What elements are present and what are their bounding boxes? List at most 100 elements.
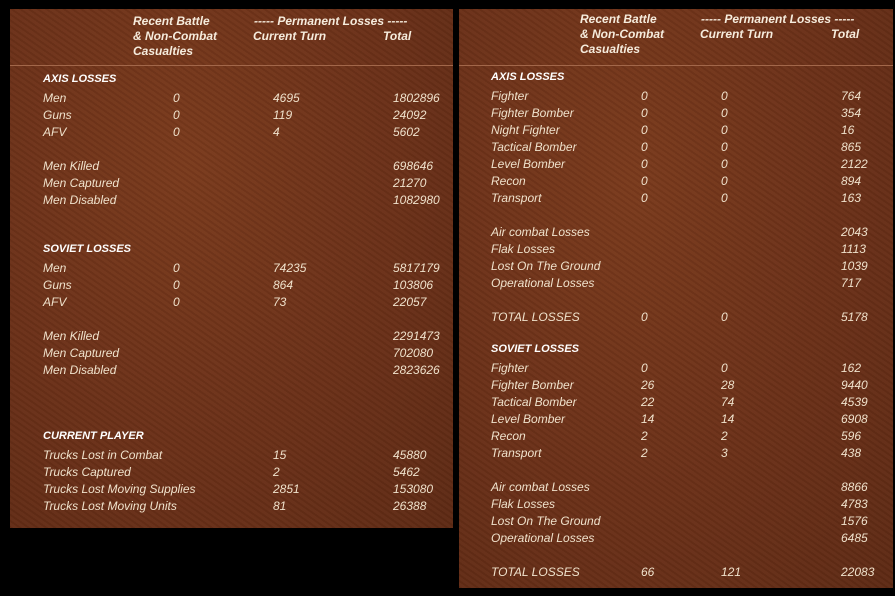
cell-total: 2043 <box>841 225 868 239</box>
cell-label: Transport <box>491 191 542 205</box>
recent-battle-header: Recent Battle & Non-Combat Casualties <box>580 12 664 56</box>
cell-total: 162 <box>841 361 862 375</box>
cell-turn: 4 <box>273 125 280 139</box>
table-row: Level Bomber 0 0 2122 <box>459 156 893 173</box>
air-losses-panel: Recent Battle & Non-Combat Casualties --… <box>459 9 893 588</box>
table-row: Night Fighter 0 0 16 <box>459 122 893 139</box>
cell-total: 5817179 <box>393 261 440 275</box>
cell-label: Level Bomber <box>491 412 566 426</box>
cell-recent: 0 <box>641 106 648 120</box>
cell-label: Trucks Lost Moving Units <box>43 499 177 513</box>
cell-label: Men Captured <box>43 176 120 190</box>
cell-label: Air combat Losses <box>491 225 590 239</box>
cell-total: 2291473 <box>393 329 440 343</box>
cell-total: 45880 <box>393 448 427 462</box>
cell-label: Men Disabled <box>43 193 117 207</box>
cell-total: 1039 <box>841 259 868 273</box>
cell-label: Men <box>43 91 67 105</box>
cell-turn: 2 <box>273 465 280 479</box>
cell-recent: 14 <box>641 412 655 426</box>
cell-recent: 0 <box>641 89 648 103</box>
cell-total: 8866 <box>841 480 868 494</box>
table-row: AFV 0 4 5602 <box>10 124 453 141</box>
table-row: Men 0 4695 1802896 <box>10 90 453 107</box>
table-row: Trucks Lost Moving Units 81 26388 <box>10 498 453 515</box>
cell-recent: 0 <box>641 191 648 205</box>
table-row: Trucks Lost Moving Supplies 2851 153080 <box>10 481 453 498</box>
table-row: Men 0 74235 5817179 <box>10 260 453 277</box>
cell-turn: 74 <box>721 395 735 409</box>
total-header: Total <box>383 29 412 43</box>
table-row: TOTAL LOSSES 66 121 22083 <box>459 564 893 581</box>
header-divider <box>10 65 453 66</box>
cell-total: 103806 <box>393 278 434 292</box>
cell-total: 6485 <box>841 531 868 545</box>
cell-turn: 0 <box>721 361 728 375</box>
cell-total: 698646 <box>393 159 434 173</box>
table-row: Flak Losses 1113 <box>459 241 893 258</box>
cell-total: 438 <box>841 446 862 460</box>
cell-label: Night Fighter <box>491 123 560 137</box>
cell-total: 1576 <box>841 514 868 528</box>
current-player-title: CURRENT PLAYER <box>43 430 144 442</box>
table-row: Fighter Bomber 0 0 354 <box>459 105 893 122</box>
cell-turn: 2851 <box>273 482 300 496</box>
cell-total: 865 <box>841 140 862 154</box>
table-row: Guns 0 119 24092 <box>10 107 453 124</box>
cell-total: 764 <box>841 89 862 103</box>
cell-total: 894 <box>841 174 862 188</box>
cell-total: 5178 <box>841 310 868 324</box>
cell-turn: 0 <box>721 157 728 171</box>
cell-total: 21270 <box>393 176 427 190</box>
table-row: Level Bomber 14 14 6908 <box>459 411 893 428</box>
cell-label: AFV <box>43 295 67 309</box>
cell-total: 5462 <box>393 465 420 479</box>
table-row: Transport 0 0 163 <box>459 190 893 207</box>
cell-total: 4783 <box>841 497 868 511</box>
permanent-losses-header: ----- Permanent Losses ----- <box>254 14 408 28</box>
cell-label: Guns <box>43 278 72 292</box>
cell-recent: 0 <box>641 157 648 171</box>
cell-label: Lost On The Ground <box>491 514 601 528</box>
cell-total: 5602 <box>393 125 420 139</box>
cell-recent: 0 <box>641 140 648 154</box>
header-divider <box>459 65 893 66</box>
cell-label: Trucks Lost in Combat <box>43 448 163 462</box>
cell-label: Operational Losses <box>491 276 595 290</box>
table-row: Operational Losses 717 <box>459 275 893 292</box>
cell-label: AFV <box>43 125 67 139</box>
cell-turn: 15 <box>273 448 287 462</box>
cell-label: TOTAL LOSSES <box>491 310 580 324</box>
cell-label: Level Bomber <box>491 157 566 171</box>
cell-label: Men Killed <box>43 329 100 343</box>
cell-total: 26388 <box>393 499 427 513</box>
table-row: Fighter 0 0 764 <box>459 88 893 105</box>
cell-turn: 121 <box>721 565 742 579</box>
cell-recent: 0 <box>641 174 648 188</box>
cell-recent: 0 <box>173 278 180 292</box>
table-row: Men Captured 702080 <box>10 345 453 362</box>
cell-recent: 0 <box>173 108 180 122</box>
cell-label: Flak Losses <box>491 497 556 511</box>
table-row: Guns 0 864 103806 <box>10 277 453 294</box>
cell-turn: 0 <box>721 140 728 154</box>
cell-label: Men <box>43 261 67 275</box>
cell-label: Transport <box>491 446 542 460</box>
cell-label: Men Killed <box>43 159 100 173</box>
table-row: AFV 0 73 22057 <box>10 294 453 311</box>
current-turn-header: Current Turn <box>700 27 774 41</box>
cell-label: Lost On The Ground <box>491 259 601 273</box>
cell-turn: 81 <box>273 499 287 513</box>
cell-recent: 2 <box>641 429 648 443</box>
cell-label: Fighter <box>491 89 529 103</box>
table-row: Recon 2 2 596 <box>459 428 893 445</box>
cell-total: 153080 <box>393 482 434 496</box>
cell-label: Flak Losses <box>491 242 556 256</box>
cell-recent: 0 <box>173 261 180 275</box>
table-row: Transport 2 3 438 <box>459 445 893 462</box>
cell-turn: 4695 <box>273 91 300 105</box>
cell-recent: 0 <box>641 310 648 324</box>
cell-turn: 0 <box>721 191 728 205</box>
cell-turn: 0 <box>721 106 728 120</box>
cell-recent: 22 <box>641 395 655 409</box>
